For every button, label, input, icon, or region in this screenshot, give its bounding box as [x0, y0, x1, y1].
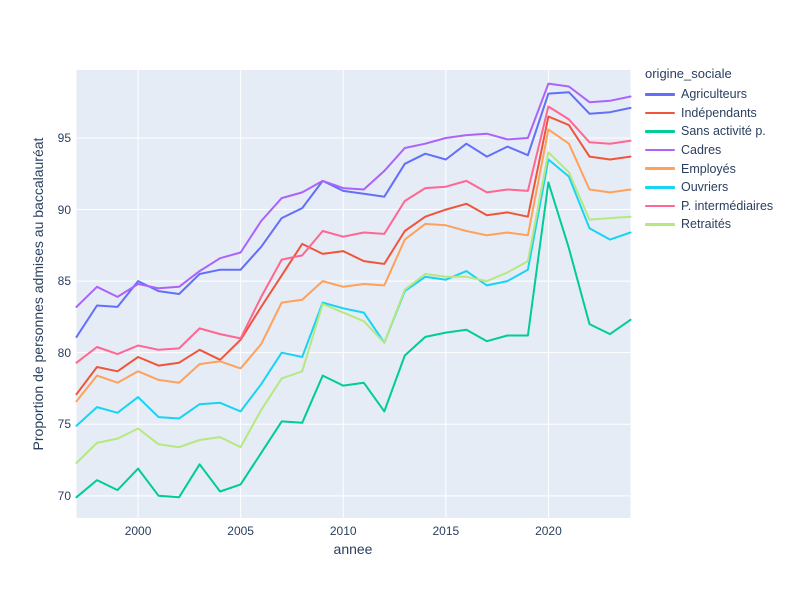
- y-axis-title: Proportion de personnes admises au bacca…: [30, 137, 46, 451]
- legend-line-swatch: [645, 223, 675, 226]
- legend-line-swatch: [645, 204, 675, 208]
- legend-line-swatch: [645, 186, 675, 189]
- legend-item-Ouvriers[interactable]: Ouvriers: [645, 178, 773, 197]
- legend-line: [645, 111, 675, 115]
- y-tick-label: 85: [57, 274, 71, 289]
- y-tick-label: 70: [57, 488, 71, 503]
- legend-item-P. intermédiaires[interactable]: P. intermédiaires: [645, 197, 773, 216]
- y-tick-label: 80: [57, 345, 71, 360]
- legend-line-swatch: [645, 167, 675, 170]
- legend-label: Ouvriers: [681, 180, 729, 195]
- trace-Ouvriers[interactable]: [75, 158, 632, 427]
- legend-label: Indépendants: [681, 105, 757, 120]
- legend-line-swatch: [645, 111, 675, 115]
- legend-label: Agriculteurs: [681, 87, 747, 102]
- trace-Agriculteurs[interactable]: [75, 91, 632, 338]
- trace-Indépendants[interactable]: [75, 115, 632, 396]
- trace-Cadres[interactable]: [75, 82, 632, 308]
- legend-line: [645, 148, 675, 152]
- x-tick-label: 2010: [329, 524, 357, 538]
- legend-line: [645, 186, 675, 189]
- trace-Employés[interactable]: [75, 128, 632, 403]
- legend-title: origine_sociale: [645, 66, 732, 81]
- x-tick-label: 2005: [227, 524, 254, 538]
- x-axis-title: annee: [333, 541, 373, 557]
- legend-item-Indépendants[interactable]: Indépendants: [645, 104, 773, 123]
- y-tick-label: 75: [57, 417, 71, 432]
- legend-item-Sans activité p.[interactable]: Sans activité p.: [645, 122, 773, 141]
- legend-item-Employés[interactable]: Employés: [645, 159, 773, 178]
- y-tick-label: 90: [57, 202, 71, 217]
- legend-line: [645, 167, 675, 170]
- legend-item-Retraités[interactable]: Retraités: [645, 215, 773, 234]
- legend-label: Cadres: [681, 143, 722, 158]
- legend-line: [645, 130, 675, 133]
- legend-line: [645, 93, 675, 96]
- x-tick-label: 2015: [432, 524, 460, 538]
- x-tick-label: 2020: [535, 524, 562, 538]
- x-tick-label: 2000: [124, 524, 152, 538]
- legend-label: Retraités: [681, 217, 732, 232]
- trace-Retraités[interactable]: [75, 151, 632, 464]
- legend-item-Cadres[interactable]: Cadres: [645, 141, 773, 160]
- legend-item-Agriculteurs[interactable]: Agriculteurs: [645, 85, 773, 104]
- legend-line-swatch: [645, 130, 675, 133]
- legend-label: Employés: [681, 161, 736, 176]
- trace-P. intermédiaires[interactable]: [75, 105, 632, 364]
- legend-items: Agriculteurs Indépendants Sans activité p.…: [645, 85, 773, 234]
- legend-label: P. intermédiaires: [681, 198, 774, 213]
- trace-Sans activité p.[interactable]: [75, 181, 632, 499]
- legend: origine_sociale Agriculteurs Indépendants…: [645, 65, 773, 234]
- legend-line: [645, 204, 675, 208]
- legend-line-swatch: [645, 148, 675, 152]
- legend-line-swatch: [645, 93, 675, 96]
- legend-label: Sans activité p.: [681, 124, 766, 139]
- y-tick-label: 95: [57, 130, 71, 145]
- legend-line: [645, 223, 675, 226]
